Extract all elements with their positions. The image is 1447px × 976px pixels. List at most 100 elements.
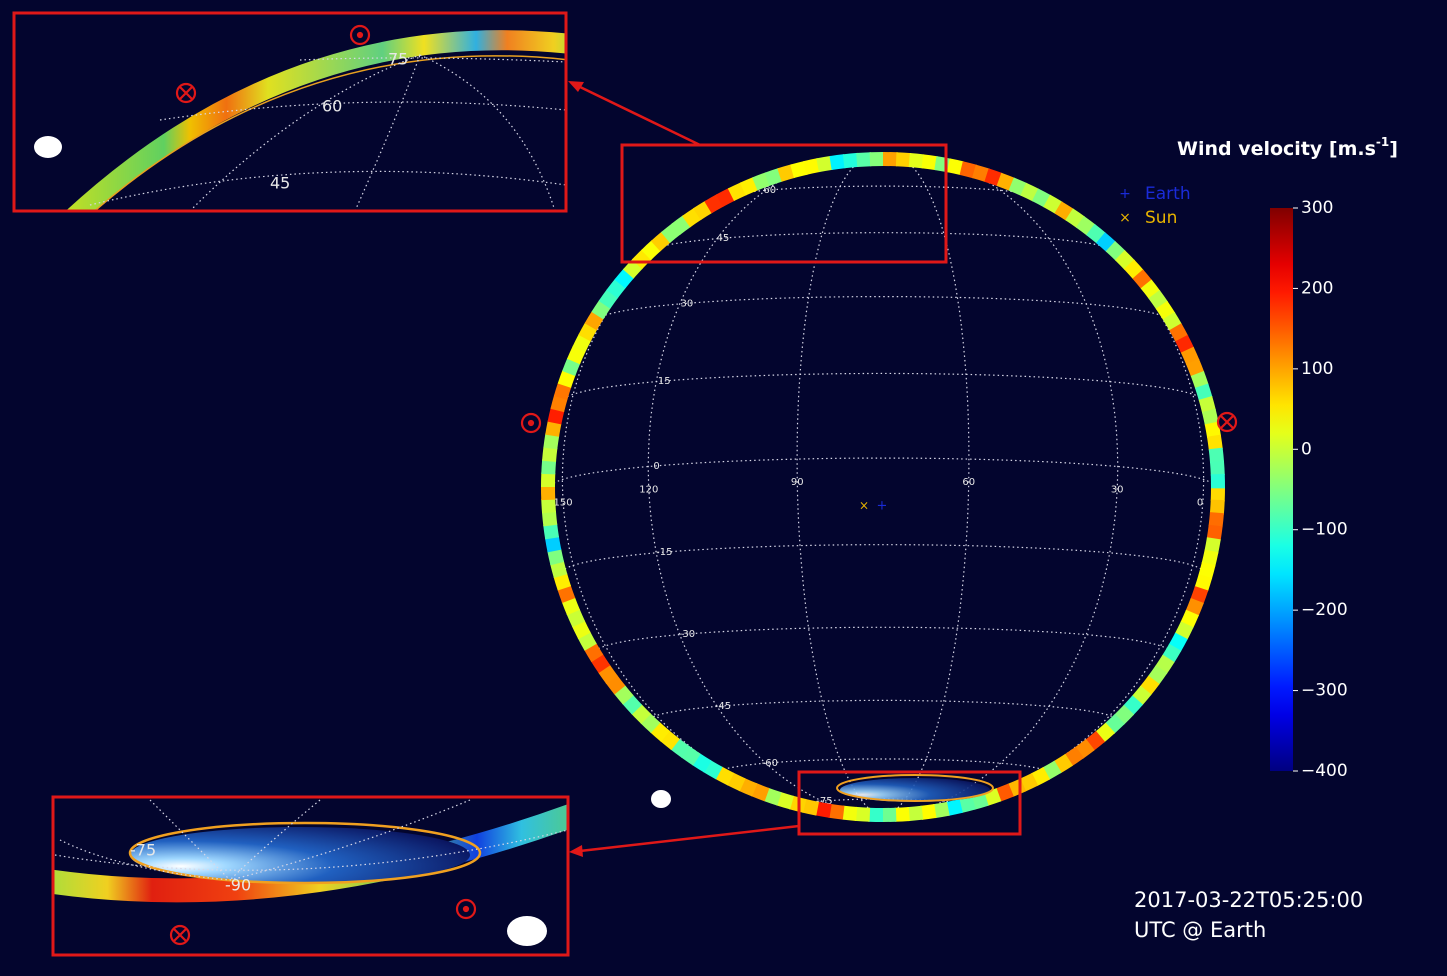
ring-segment [590, 646, 597, 658]
ring-segment [1162, 305, 1170, 317]
ring-segment [1181, 338, 1187, 351]
earth-marker: + [877, 499, 888, 514]
ring-segment [1138, 274, 1147, 285]
ring-segment [1145, 680, 1154, 691]
ring-segment [1216, 448, 1217, 462]
inset-label: -75 [130, 841, 156, 860]
ring-segment [1046, 767, 1058, 774]
ring-segment [554, 409, 557, 423]
ring-segment [857, 159, 871, 160]
ring-segment [829, 811, 843, 813]
inset-label: 45 [270, 174, 290, 193]
ring-segment [742, 784, 755, 790]
ring-segment [1216, 513, 1217, 527]
ring-segment [1119, 710, 1129, 720]
ring-segment [676, 221, 688, 230]
ring-segment [987, 175, 1001, 180]
ring-segment [1089, 736, 1100, 745]
ring-segment [550, 434, 552, 448]
ring-segment [645, 718, 655, 728]
longitude-label: 0 [1197, 498, 1203, 509]
ring-segment [805, 165, 819, 168]
ring-segment [619, 689, 628, 700]
colorbar-tick-label: 200 [1301, 278, 1333, 298]
ring-segment [1211, 538, 1214, 552]
ring-segment [844, 160, 858, 161]
ring-segment [1205, 398, 1209, 412]
ring-segment [550, 524, 552, 538]
ring-segment [697, 207, 709, 215]
legend-marker: + [1119, 186, 1131, 202]
ring-segment [554, 550, 557, 564]
ring-segment [708, 200, 720, 207]
ring-segment [1057, 760, 1069, 768]
longitude-label: 90 [791, 477, 804, 488]
ring-segment [1214, 436, 1216, 450]
ring-segment [611, 679, 620, 690]
title-text: Wind velocity [m.s [1177, 138, 1376, 160]
ring-segment [719, 194, 732, 201]
title-exponent: -1 [1376, 135, 1389, 149]
ring-segment [792, 168, 806, 172]
ring-segment [579, 337, 585, 350]
ring-segment [818, 163, 832, 165]
longitude-label: 120 [639, 485, 658, 496]
ring-segment [1168, 647, 1175, 659]
ring-segment [557, 397, 561, 411]
colorbar-tick-label: −100 [1301, 520, 1348, 540]
ring-segment [560, 575, 564, 589]
ring-segment [1023, 189, 1036, 195]
ring-segment [627, 699, 637, 710]
ring-segment [1175, 327, 1182, 340]
ring-segment [1129, 264, 1139, 275]
ring-segment [1197, 588, 1202, 601]
ring-segment [909, 160, 923, 161]
ring-segment [578, 623, 584, 636]
ring-segment [655, 727, 666, 736]
ring-segment [1169, 316, 1176, 328]
ring-segment [564, 372, 569, 385]
ring-segment [597, 304, 605, 316]
colorbar-tick-label: −200 [1301, 600, 1348, 620]
ring-segment [1209, 410, 1212, 424]
ring-segment [1128, 700, 1138, 711]
ring-segment [597, 657, 605, 669]
legend-label: Sun [1145, 208, 1177, 228]
ring-segment [573, 611, 579, 624]
latitude-label: 0 [653, 461, 659, 472]
ring-segment [1187, 613, 1193, 626]
ring-segment [1035, 195, 1048, 202]
ring-segment [948, 165, 962, 168]
ring-segment [696, 759, 708, 767]
ring-segment [766, 794, 780, 799]
ring-segment [646, 245, 656, 255]
ring-segment [707, 766, 719, 773]
ring-segment [730, 779, 743, 785]
sun-marker: × [859, 499, 869, 513]
longitude-label: 150 [554, 498, 573, 509]
ring-segment [1068, 752, 1080, 760]
ring-segment [1137, 690, 1146, 701]
moon-icon [651, 790, 671, 808]
ring-segment [1201, 576, 1205, 590]
ring-segment [1154, 294, 1162, 306]
ring-segment [548, 460, 549, 474]
ring-segment [1161, 658, 1169, 670]
title-text: ] [1389, 138, 1398, 160]
ring-segment [1101, 238, 1112, 247]
colorbar [1270, 208, 1293, 771]
ring-segment [767, 175, 781, 180]
latitude-label: -60 [762, 758, 778, 769]
ring-segment [985, 795, 999, 800]
ring-segment [1069, 214, 1081, 222]
ring-segment [628, 263, 638, 274]
ring-segment [974, 171, 988, 175]
ring-segment [564, 587, 569, 600]
ring-segment [552, 537, 555, 551]
colorbar-tick-label: 300 [1301, 198, 1333, 218]
ring-segment [561, 384, 565, 398]
latitude-label: 30 [681, 298, 694, 309]
ring-segment [549, 447, 550, 461]
